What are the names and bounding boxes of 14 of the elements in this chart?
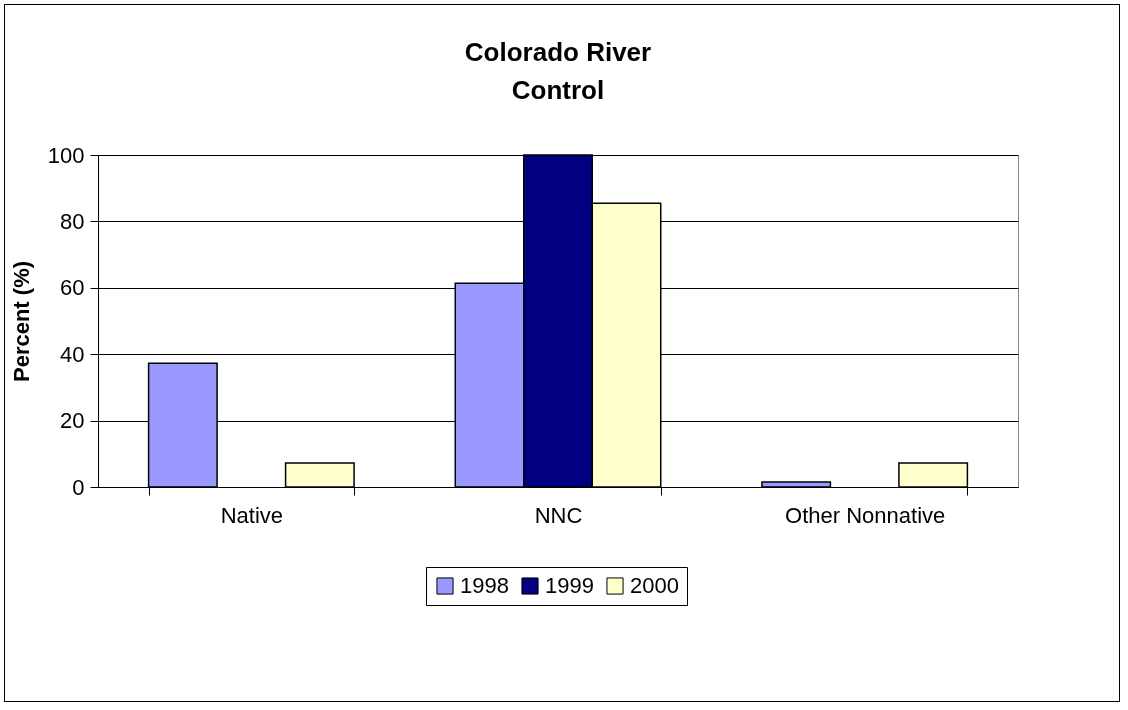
x-tick-label: NNC: [534, 502, 583, 528]
y-tick-label: 100: [47, 142, 85, 168]
legend-label: 1999: [545, 573, 594, 598]
y-tick-label: 40: [60, 341, 85, 367]
legend-label: 2000: [630, 573, 679, 598]
y-tick-label: 60: [60, 275, 85, 301]
y-axis-title: Percent (%): [8, 260, 34, 383]
y-tick-label: 0: [72, 474, 85, 500]
chart-title: Colorado River Control: [464, 37, 652, 105]
x-tick-label: Native: [220, 502, 284, 528]
legend-label: 1998: [460, 573, 509, 598]
x-tick-label: Other Nonnative: [785, 502, 946, 528]
y-tick-label: 80: [60, 208, 85, 234]
y-tick-label: 20: [60, 408, 85, 434]
